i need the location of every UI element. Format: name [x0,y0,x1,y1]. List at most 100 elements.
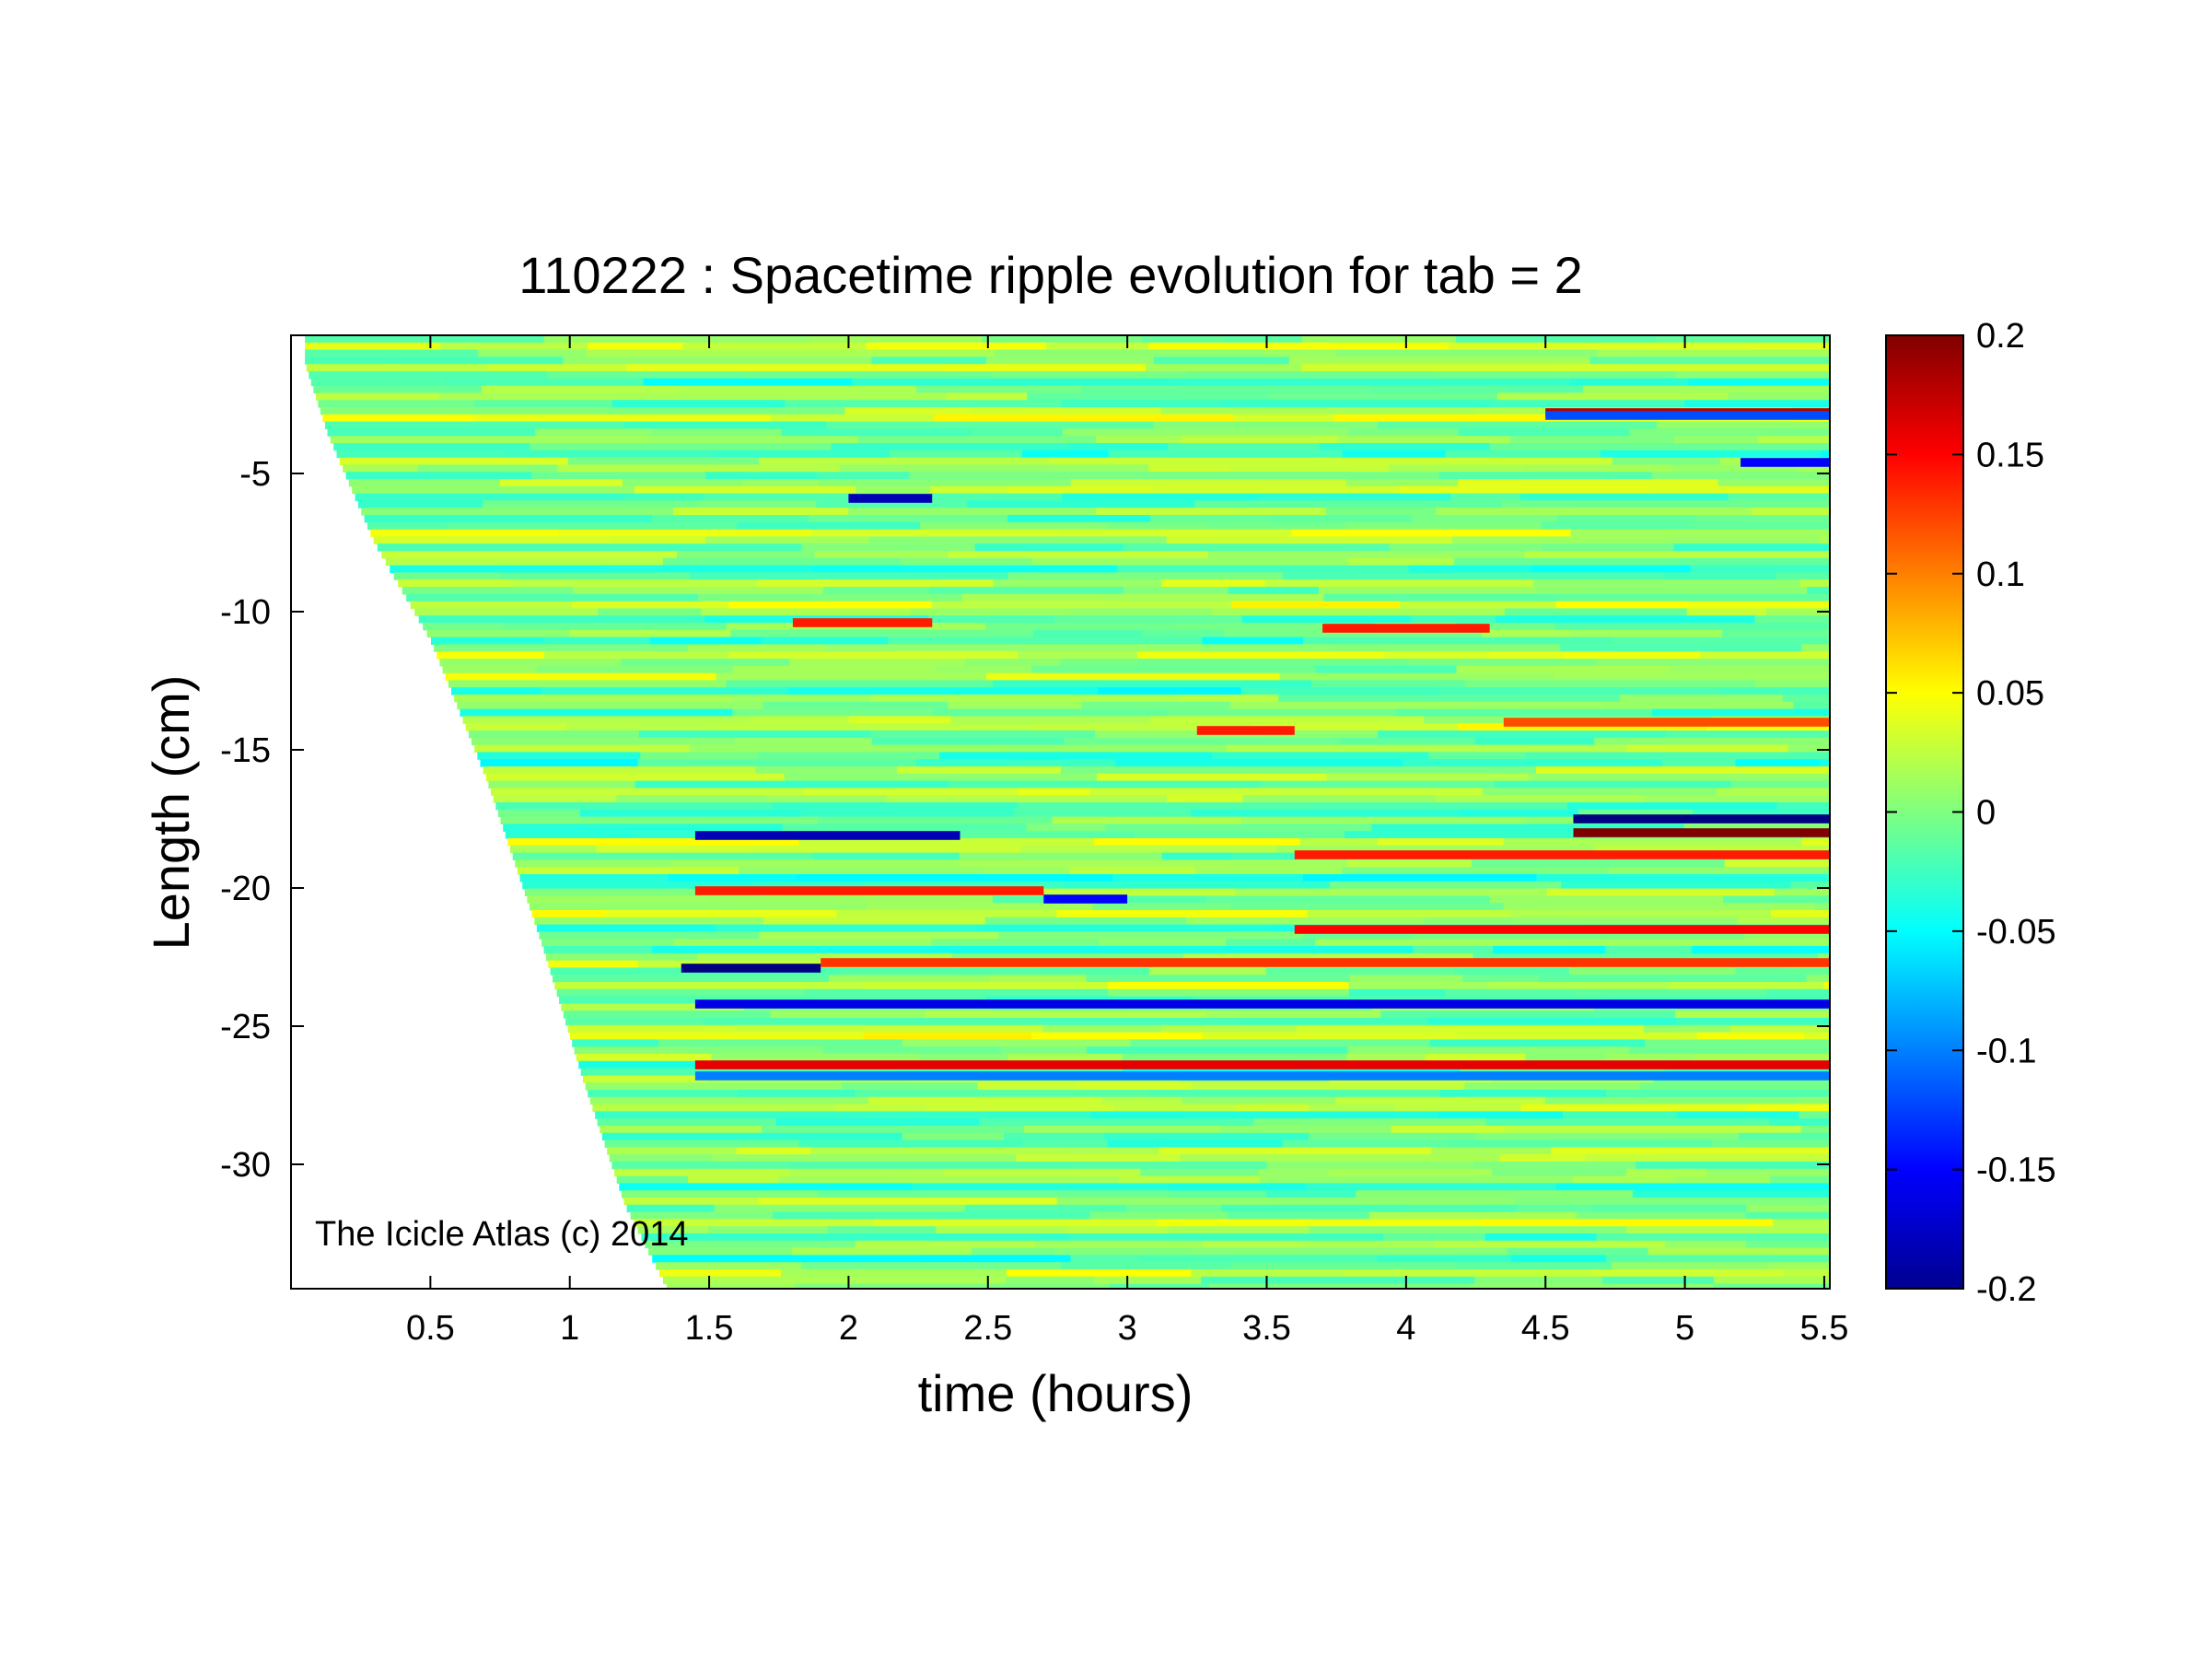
heatmap-cell [821,1276,1007,1285]
heatmap-cell [414,608,599,616]
heatmap-cell [1049,457,1353,465]
heatmap-cell [1319,443,1491,451]
heatmap-cell [1404,1204,1518,1213]
heatmap-cell [451,687,542,695]
heatmap-cell [1735,967,1830,976]
heatmap-cell [1754,615,1830,624]
heatmap-cell [840,967,1150,976]
heatmap-cell [1226,939,1316,947]
ripple-feature [1294,925,1830,934]
heatmap-cell [1619,695,1784,703]
heatmap-cell [711,1054,920,1062]
heatmap-cell [761,637,889,645]
heatmap-cell [626,364,948,372]
heatmap-cell [1107,521,1211,531]
heatmap-cell [1022,1139,1109,1148]
heatmap-cell [583,1075,707,1083]
heatmap-cell [1473,1162,1636,1170]
heatmap-cell [1438,472,1652,480]
heatmap-cell [1753,1046,1830,1055]
heatmap-cell [478,349,587,357]
ripple-feature [1503,718,1830,727]
heatmap-cell [318,400,476,408]
heatmap-cell [1301,364,1553,372]
heatmap-cell [1570,529,1830,537]
heatmap-cell [406,593,699,602]
heatmap-cell [1500,1154,1586,1162]
heatmap-cell [1170,378,1433,387]
heatmap-cell [770,1011,926,1019]
heatmap-cell [604,1139,800,1148]
heatmap-cell [652,946,803,954]
heatmap-cell [1014,809,1192,818]
heatmap-cell [787,1162,1076,1170]
heatmap-cell [1109,1283,1210,1289]
heatmap-cell [1629,428,1767,437]
heatmap-cell [348,479,501,487]
heatmap-cell [1701,952,1819,962]
heatmap-cell [763,701,949,710]
heatmap-cell [472,737,736,746]
heatmap-cell [742,371,992,380]
heatmap-cell [1436,508,1752,516]
heatmap-cell [1194,500,1503,508]
heatmap-cell [1577,1211,1747,1220]
heatmap-cell [982,335,1143,344]
heatmap-cell [1342,450,1447,459]
heatmap-cell [1745,1211,1830,1220]
heatmap-cell [948,701,1083,710]
heatmap-cell [488,364,628,372]
heatmap-cell [1706,723,1830,731]
heatmap-cell [1673,436,1759,444]
heatmap-cell [589,1096,869,1105]
heatmap-cell [1389,464,1524,473]
heatmap-cell [1438,1111,1564,1119]
heatmap-cell [1302,931,1413,940]
heatmap-cell [1027,392,1268,401]
heatmap-cell [1503,838,1802,847]
heatmap-cell [758,1198,1058,1206]
heatmap-cell [652,1255,921,1263]
heatmap-cell [630,1211,774,1220]
heatmap-cell [442,665,538,674]
heatmap-cell [1075,1162,1268,1170]
heatmap-cell [544,637,651,645]
heatmap-cell [504,450,715,459]
heatmap-cell [320,407,607,415]
heatmap-cell [410,601,573,609]
heatmap-cell [1391,1126,1506,1134]
heatmap-cell [1662,759,1736,767]
heatmap-cell [1520,687,1720,695]
heatmap-cell [1489,443,1696,451]
heatmap-cell [1688,378,1830,387]
heatmap-cell [777,1175,891,1184]
heatmap-cell [1507,1247,1649,1256]
heatmap-cell [1626,1226,1830,1234]
heatmap-cell [1597,349,1830,357]
heatmap-cell [1328,1168,1493,1177]
heatmap-cell [908,1111,989,1119]
heatmap-cell [336,450,505,459]
heatmap-cell [839,464,1149,473]
heatmap-cell [738,1090,856,1098]
heatmap-cell [1536,766,1774,775]
heatmap-cell [1827,867,1830,875]
heatmap-cell [1264,579,1534,588]
heatmap-cell [1210,521,1346,531]
heatmap-cell [1464,1082,1641,1091]
heatmap-cell [592,1104,836,1112]
heatmap-cell [1428,752,1526,760]
heatmap-cell [1609,867,1829,875]
colorbar: 0.2 0.15 0.1 0.05 0 -0.05 -0.1 -0.15 -0.2 [1885,317,2056,1309]
heatmap-cell [512,579,758,588]
heatmap-cell [985,356,1155,365]
heatmap-cell [1266,1190,1356,1198]
ripple-feature [1545,411,1830,420]
heatmap-cell [1770,1175,1830,1184]
heatmap-cell [1140,1255,1378,1263]
heatmap-cell [713,450,891,459]
heatmap-cell [759,457,1050,465]
chart-title: 110222 : Spacetime ripple evolution for … [518,246,1583,304]
colorbar-tick-label: 0.05 [1976,674,2044,713]
heatmap-cell [545,952,699,962]
